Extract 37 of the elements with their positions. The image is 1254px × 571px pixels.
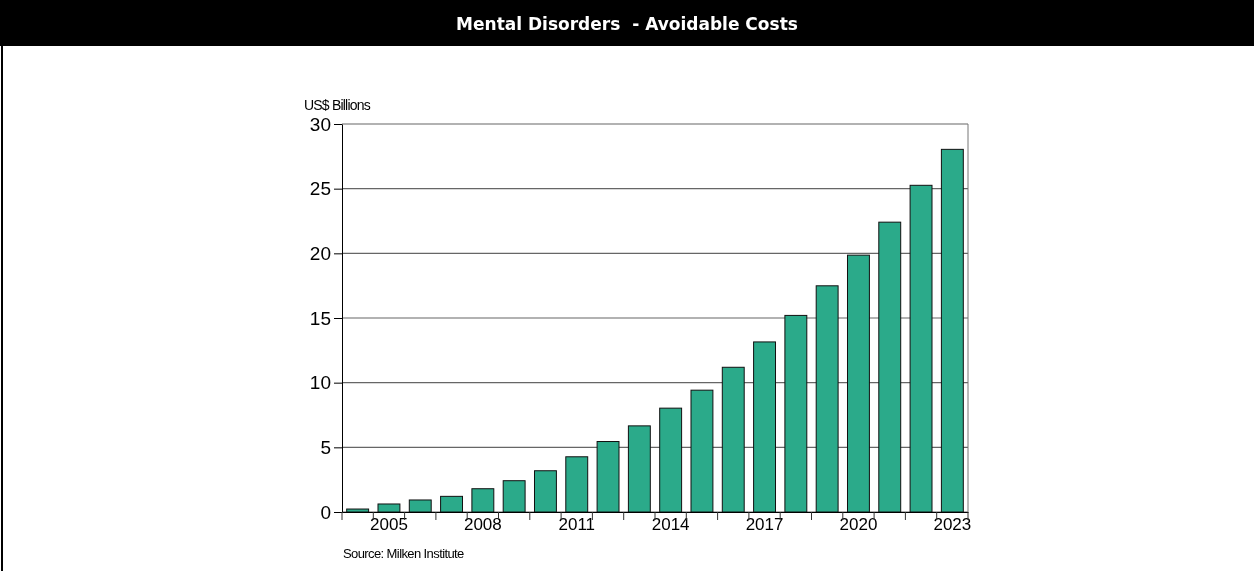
y-tick-label: 0 <box>320 501 331 523</box>
bar <box>909 184 933 513</box>
bar <box>377 503 401 513</box>
bar <box>440 495 464 513</box>
y-tick-label: 10 <box>309 372 331 394</box>
y-tick-label: 25 <box>309 178 331 200</box>
bar <box>627 425 651 513</box>
bar <box>471 488 495 513</box>
bar <box>940 148 964 513</box>
chart-title: Mental Disorders - Avoidable Costs <box>456 14 798 34</box>
x-tick-label: 2008 <box>463 515 502 535</box>
bar <box>753 341 777 513</box>
y-tick-label: 20 <box>309 242 331 264</box>
y-axis-title: US$ Billions <box>304 97 371 113</box>
x-tick-label: 2005 <box>370 515 408 535</box>
bar <box>502 480 526 513</box>
x-tick-label: 2020 <box>839 515 878 535</box>
bar <box>534 470 557 513</box>
x-tick-label: 2011 <box>558 515 596 535</box>
x-tick-label: 2014 <box>651 515 690 535</box>
bar <box>878 221 902 513</box>
bar <box>596 441 620 513</box>
y-tick-label: 5 <box>320 436 331 458</box>
bar <box>690 389 714 513</box>
bar <box>784 314 808 513</box>
x-tick-label: 2023 <box>933 515 972 535</box>
bar <box>847 254 870 513</box>
bar <box>346 508 370 513</box>
x-tick-label: 2017 <box>745 515 784 535</box>
bar <box>408 499 432 513</box>
bar <box>721 366 745 513</box>
y-tick-label: 15 <box>309 307 331 329</box>
bar <box>565 456 589 513</box>
source-note: Source: Milken Institute <box>343 546 465 561</box>
bar <box>659 407 683 513</box>
bar <box>815 285 839 513</box>
y-tick-label: 30 <box>309 113 331 135</box>
